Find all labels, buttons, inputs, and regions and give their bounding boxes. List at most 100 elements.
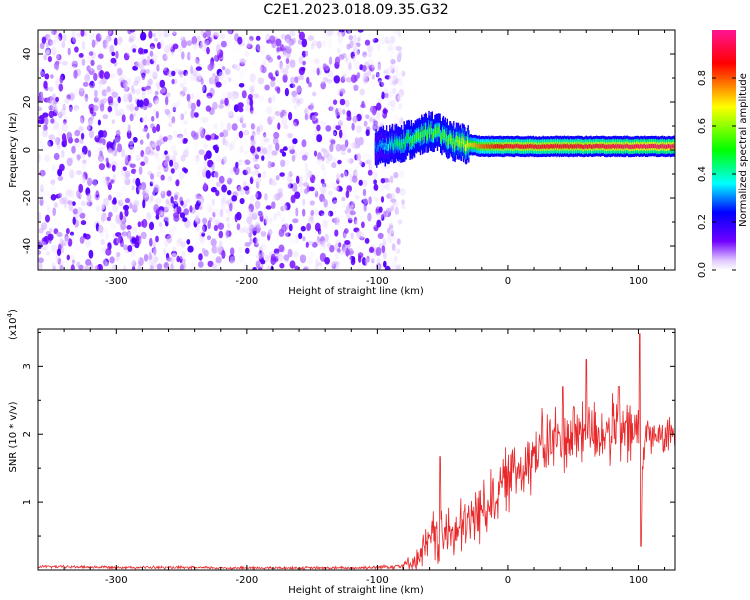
noise-blob [97, 119, 101, 126]
noise-blob [80, 97, 86, 107]
noise-blob [384, 75, 391, 80]
noise-blob [210, 77, 216, 85]
noise-blob [339, 186, 343, 192]
noise-blob [82, 120, 90, 127]
noise-blob [141, 73, 146, 81]
noise-blob [267, 160, 272, 169]
noise-blob [101, 89, 108, 97]
noise-blob [87, 95, 94, 104]
noise-blob [156, 42, 162, 50]
noise-blob [153, 95, 159, 105]
noise-blob [220, 202, 226, 212]
noise-blob [282, 146, 288, 151]
noise-blob [327, 210, 334, 217]
x-tick-label: 0 [505, 575, 511, 586]
noise-blob [38, 119, 44, 124]
noise-blob [242, 225, 248, 233]
noise-blob [109, 44, 115, 54]
noise-blob [137, 264, 142, 270]
noise-blob [372, 214, 379, 220]
noise-blob [307, 35, 314, 41]
noise-blob [182, 235, 189, 241]
noise-blob [229, 145, 233, 151]
noise-blob [390, 205, 394, 212]
noise-blob [378, 54, 383, 64]
noise-blob [353, 45, 358, 54]
noise-blob [386, 193, 393, 199]
noise-blob [123, 52, 130, 61]
noise-blob [366, 255, 370, 263]
noise-blob [334, 229, 339, 237]
noise-blob [207, 220, 211, 230]
noise-blob [119, 61, 124, 71]
noise-blob [322, 168, 327, 177]
noise-blob [226, 122, 232, 132]
noise-blob [260, 118, 264, 127]
noise-blob [103, 71, 110, 80]
noise-blob [315, 89, 322, 95]
noise-blob [381, 245, 386, 254]
noise-blob [174, 37, 180, 44]
noise-blob [164, 240, 169, 248]
noise-blob [239, 144, 244, 154]
noise-blob [38, 66, 43, 73]
noise-blob [187, 245, 194, 253]
noise-blob [357, 188, 361, 197]
noise-blob [128, 145, 135, 155]
noise-blob [191, 256, 198, 263]
noise-blob [201, 247, 206, 254]
noise-blob [62, 209, 66, 216]
noise-blob [259, 96, 264, 105]
noise-blob [372, 171, 378, 180]
noise-blob [254, 200, 261, 210]
noise-blob [335, 251, 340, 260]
noise-blob [348, 158, 354, 164]
noise-blob [395, 93, 400, 102]
noise-blob [264, 49, 269, 56]
noise-blob [219, 175, 225, 184]
y-tick-label: 20 [22, 96, 33, 109]
noise-blob [156, 171, 162, 178]
noise-blob [264, 193, 268, 201]
noise-blob [354, 49, 360, 56]
noise-blob [138, 257, 144, 267]
noise-blob [379, 81, 385, 87]
noise-blob [271, 150, 278, 156]
noise-blob [59, 163, 65, 172]
noise-blob [89, 107, 94, 115]
noise-blob [229, 247, 235, 256]
noise-blob [346, 255, 352, 262]
noise-blob [179, 171, 186, 178]
noise-blob [138, 166, 143, 175]
noise-blob [260, 251, 265, 258]
noise-blob [306, 223, 311, 231]
noise-blob [250, 140, 257, 145]
noise-blob [151, 68, 158, 78]
noise-blob [298, 232, 303, 240]
noise-blob [198, 149, 205, 156]
noise-blob [349, 247, 354, 256]
noise-blob [205, 122, 212, 129]
noise-blob [182, 262, 187, 270]
noise-blob [215, 155, 222, 163]
noise-blob [195, 93, 201, 102]
noise-blob [120, 159, 125, 167]
noise-blob [377, 61, 381, 71]
noise-blob [99, 69, 105, 79]
noise-blob [285, 57, 290, 64]
noise-blob [50, 260, 57, 266]
noise-blob [244, 242, 251, 247]
noise-blob [245, 104, 250, 112]
noise-blob [130, 168, 137, 174]
noise-blob [215, 245, 222, 254]
noise-blob [373, 191, 379, 198]
noise-blob [287, 248, 293, 258]
noise-blob [88, 35, 94, 41]
noise-blob [161, 232, 166, 239]
noise-blob [61, 123, 68, 132]
noise-blob [390, 104, 396, 112]
noise-blob [259, 44, 265, 55]
noise-blob [83, 97, 88, 106]
noise-blob [281, 117, 288, 125]
noise-blob [217, 222, 225, 230]
